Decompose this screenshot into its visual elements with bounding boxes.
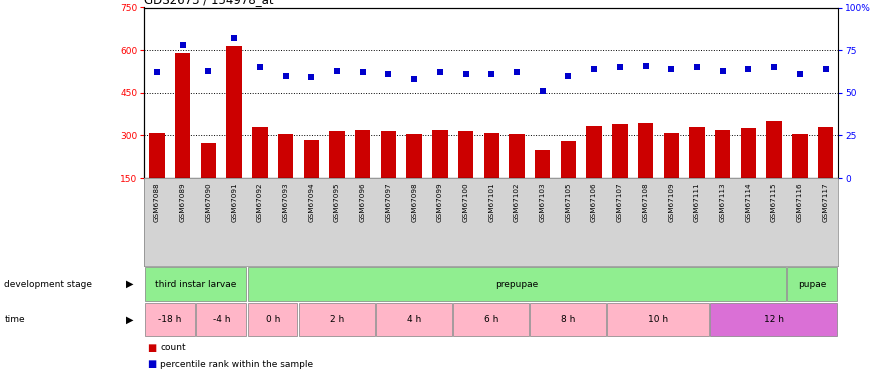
- Bar: [792, 134, 807, 221]
- Bar: [710, 303, 837, 336]
- Text: GSM67092: GSM67092: [257, 183, 263, 222]
- Text: GSM67098: GSM67098: [411, 183, 417, 222]
- Text: GSM67114: GSM67114: [746, 183, 751, 222]
- Text: ■: ■: [147, 343, 156, 353]
- Text: development stage: development stage: [4, 280, 93, 289]
- Text: GSM67108: GSM67108: [643, 183, 649, 222]
- Bar: [587, 126, 602, 221]
- Bar: [175, 53, 190, 221]
- Text: GSM67113: GSM67113: [720, 183, 725, 222]
- Text: pupae: pupae: [798, 280, 827, 289]
- Text: GSM67100: GSM67100: [463, 183, 468, 222]
- Bar: [381, 131, 396, 221]
- Bar: [788, 267, 837, 301]
- Bar: [766, 121, 781, 221]
- Text: GSM67109: GSM67109: [668, 183, 675, 222]
- Bar: [299, 303, 375, 336]
- Text: count: count: [160, 344, 186, 352]
- Bar: [145, 303, 195, 336]
- Text: 6 h: 6 h: [484, 315, 498, 324]
- Text: ▶: ▶: [126, 315, 134, 325]
- Bar: [433, 130, 448, 221]
- Bar: [689, 127, 705, 221]
- Bar: [664, 133, 679, 221]
- Bar: [303, 140, 319, 221]
- Bar: [530, 303, 606, 336]
- Text: GSM67094: GSM67094: [308, 183, 314, 222]
- Bar: [201, 142, 216, 221]
- Bar: [561, 141, 576, 221]
- Text: GSM67107: GSM67107: [617, 183, 623, 222]
- Text: GSM67088: GSM67088: [154, 183, 160, 222]
- Text: 10 h: 10 h: [648, 315, 668, 324]
- Bar: [278, 134, 294, 221]
- Text: 4 h: 4 h: [407, 315, 421, 324]
- Text: GSM67102: GSM67102: [514, 183, 520, 222]
- Text: 12 h: 12 h: [765, 315, 784, 324]
- Text: GSM67103: GSM67103: [539, 183, 546, 222]
- Bar: [329, 131, 344, 221]
- Text: GSM67089: GSM67089: [180, 183, 186, 222]
- Text: GDS2673 / 154978_at: GDS2673 / 154978_at: [144, 0, 274, 6]
- Text: ■: ■: [147, 360, 156, 369]
- Bar: [376, 303, 452, 336]
- Text: GSM67091: GSM67091: [231, 183, 237, 222]
- Text: GSM67097: GSM67097: [385, 183, 392, 222]
- Text: GSM67101: GSM67101: [489, 183, 494, 222]
- Bar: [226, 46, 242, 221]
- Text: GSM67117: GSM67117: [822, 183, 829, 222]
- Bar: [145, 267, 246, 301]
- Bar: [638, 123, 653, 221]
- Text: GSM67096: GSM67096: [360, 183, 366, 222]
- Bar: [247, 303, 297, 336]
- Bar: [740, 128, 756, 221]
- Bar: [453, 303, 529, 336]
- Text: percentile rank within the sample: percentile rank within the sample: [160, 360, 313, 369]
- Text: GSM67115: GSM67115: [771, 183, 777, 222]
- Text: prepupae: prepupae: [496, 280, 538, 289]
- Text: 2 h: 2 h: [330, 315, 344, 324]
- Bar: [457, 131, 473, 221]
- Bar: [247, 267, 786, 301]
- Text: GSM67111: GSM67111: [694, 183, 700, 222]
- Text: 8 h: 8 h: [562, 315, 576, 324]
- Text: 0 h: 0 h: [265, 315, 280, 324]
- Text: third instar larvae: third instar larvae: [155, 280, 236, 289]
- Bar: [509, 134, 525, 221]
- Text: GSM67095: GSM67095: [334, 183, 340, 222]
- Bar: [150, 133, 165, 221]
- Text: GSM67090: GSM67090: [206, 183, 212, 222]
- Text: -18 h: -18 h: [158, 315, 182, 324]
- Bar: [196, 303, 246, 336]
- Bar: [407, 134, 422, 221]
- Bar: [535, 150, 550, 221]
- Text: GSM67106: GSM67106: [591, 183, 597, 222]
- Bar: [483, 133, 499, 221]
- Text: GSM67116: GSM67116: [797, 183, 803, 222]
- Text: GSM67099: GSM67099: [437, 183, 443, 222]
- Text: -4 h: -4 h: [213, 315, 230, 324]
- Bar: [252, 127, 268, 221]
- Bar: [355, 130, 370, 221]
- Text: time: time: [4, 315, 25, 324]
- Bar: [715, 130, 731, 221]
- Text: GSM67093: GSM67093: [283, 183, 288, 222]
- Bar: [818, 127, 833, 221]
- Bar: [612, 124, 627, 221]
- Bar: [608, 303, 708, 336]
- Text: ▶: ▶: [126, 279, 134, 289]
- Text: GSM67105: GSM67105: [565, 183, 571, 222]
